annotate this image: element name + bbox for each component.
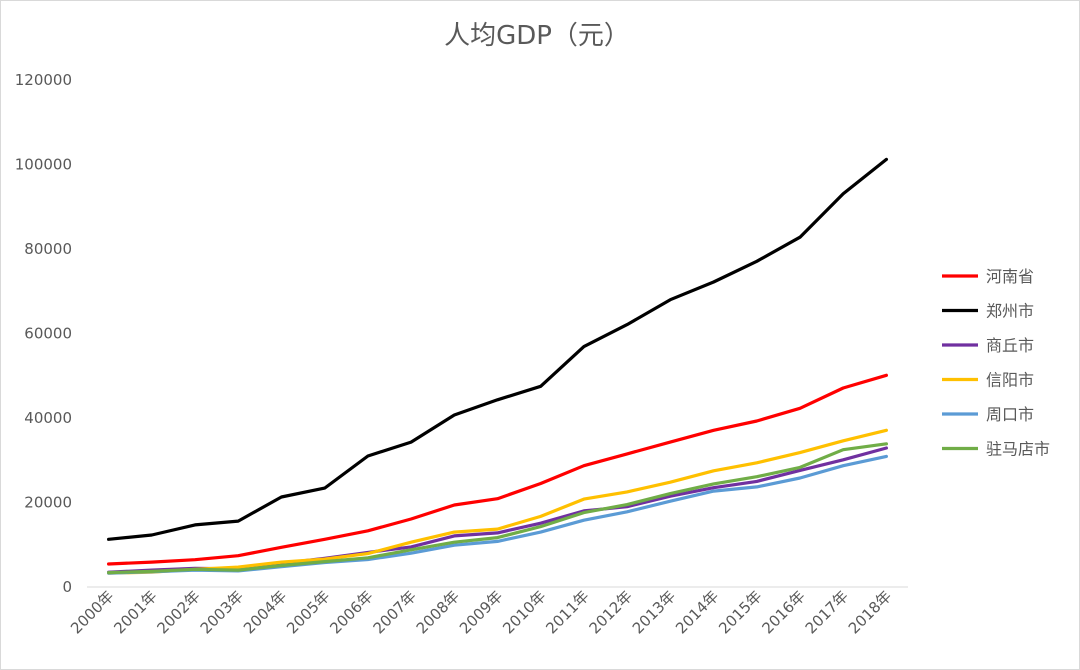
x-tick-label: 2010年 — [499, 587, 549, 637]
legend-item: 商丘市 — [942, 336, 1034, 355]
x-tick-label: 2000年 — [67, 587, 117, 637]
legend-item: 周口市 — [942, 405, 1034, 424]
x-tick-label: 2001年 — [110, 587, 160, 637]
x-tick-label: 2007年 — [370, 587, 420, 637]
x-tick-label: 2004年 — [240, 587, 290, 637]
series-line-3 — [106, 428, 889, 575]
y-tick-label: 40000 — [24, 409, 72, 427]
x-tick-label: 2017年 — [802, 587, 852, 637]
legend-label: 河南省 — [986, 267, 1034, 286]
x-tick-label: 2009年 — [456, 587, 506, 637]
x-tick-label: 2018年 — [845, 587, 895, 637]
series-line-1 — [106, 157, 889, 541]
x-tick-label: 2008年 — [413, 587, 463, 637]
x-tick-label: 2014年 — [672, 587, 722, 637]
x-tick-label: 2002年 — [154, 587, 204, 637]
x-tick-label: 2003年 — [197, 587, 247, 637]
x-tick-label: 2012年 — [586, 587, 636, 637]
x-tick-label: 2005年 — [283, 587, 333, 637]
series-line-2 — [106, 446, 889, 574]
legend-label: 周口市 — [986, 405, 1034, 424]
y-tick-label: 20000 — [24, 494, 72, 512]
y-tick-label: 0 — [62, 578, 72, 596]
legend-label: 驻马店市 — [986, 440, 1050, 459]
y-axis: 0 20000 40000 60000 80000 100000 120000 — [15, 71, 72, 596]
y-tick-label: 60000 — [24, 325, 72, 343]
legend-label: 郑州市 — [986, 302, 1034, 321]
legend-item: 驻马店市 — [942, 440, 1050, 459]
legend-label: 商丘市 — [986, 336, 1034, 355]
legend-item: 河南省 — [942, 267, 1034, 286]
series-line-0 — [106, 373, 889, 566]
legend-item: 信阳市 — [942, 371, 1034, 390]
y-tick-label: 120000 — [15, 71, 72, 89]
y-tick-label: 80000 — [24, 240, 72, 258]
y-tick-label: 100000 — [15, 156, 72, 174]
legend-label: 信阳市 — [986, 371, 1034, 390]
x-tick-label: 2015年 — [715, 587, 765, 637]
series-layer — [106, 157, 889, 575]
x-tick-label: 2006年 — [326, 587, 376, 637]
x-axis: 2000年2001年2002年2003年2004年2005年2006年2007年… — [67, 586, 908, 637]
legend-item: 郑州市 — [942, 302, 1034, 321]
series-line-5 — [106, 442, 889, 575]
x-tick-label: 2011年 — [542, 587, 592, 637]
x-tick-label: 2013年 — [629, 587, 679, 637]
chart-title: 人均GDP（元） — [444, 21, 630, 51]
x-tick-label: 2016年 — [758, 587, 808, 637]
